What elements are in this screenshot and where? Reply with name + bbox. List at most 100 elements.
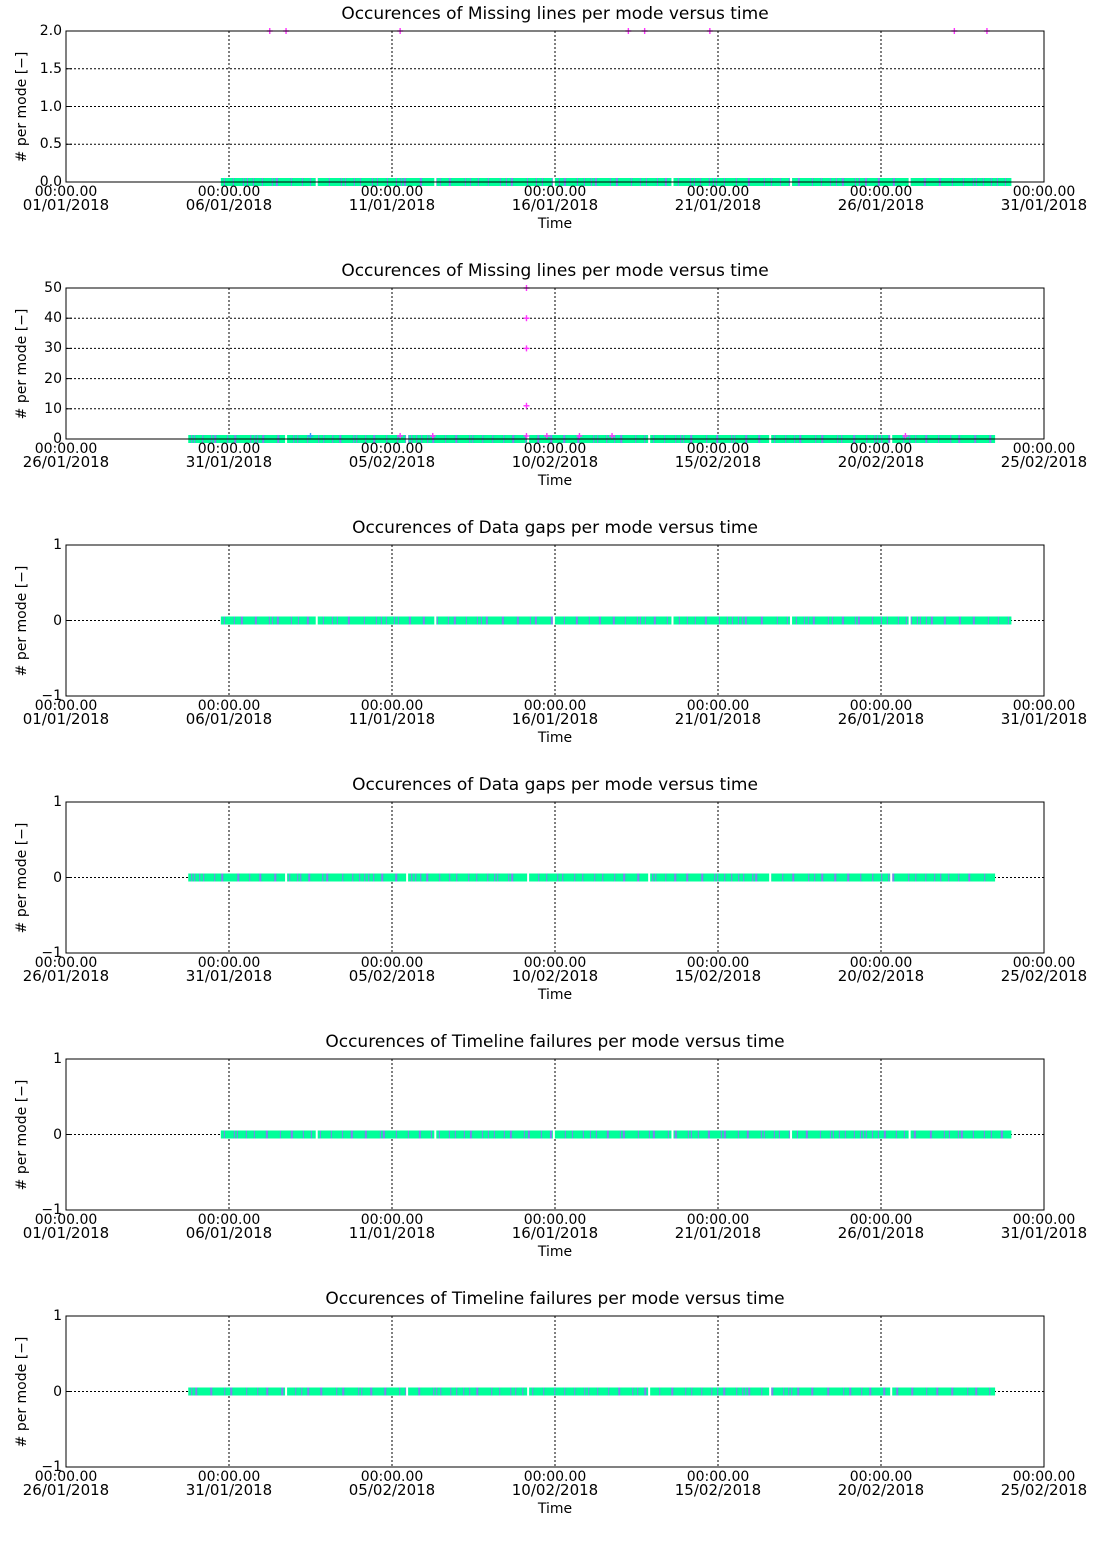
x-axis-label: Time — [537, 473, 573, 489]
x-tick-date: 26/01/2018 — [837, 196, 925, 214]
y-tick-label: 1 — [53, 537, 62, 553]
mode-band-stripe — [210, 1387, 213, 1396]
x-tick-date: 15/02/2018 — [674, 453, 762, 471]
mode-band-stripe — [575, 616, 578, 625]
x-axis-label: Time — [537, 1501, 573, 1517]
x-tick-time: 00:00.00 — [1012, 184, 1076, 200]
mode-band-stripe — [843, 1387, 845, 1396]
mode-band-stripe — [497, 873, 499, 882]
mode-band-stripe — [724, 873, 726, 882]
x-tick-time: 00:00.00 — [523, 1212, 587, 1228]
x-tick-time: 00:00.00 — [686, 441, 750, 457]
x-axis-label: Time — [537, 730, 573, 746]
mode-band-gap — [285, 873, 288, 882]
mode-band-stripe — [691, 1387, 693, 1396]
chart-svg — [65, 285, 1045, 443]
mode-band-stripe — [499, 1387, 501, 1396]
mode-band-stripe — [714, 873, 716, 882]
mode-band-stripe — [958, 873, 960, 882]
mode-band-stripe — [857, 616, 860, 625]
mode-band-stripe — [195, 1387, 198, 1396]
data-point — [609, 432, 616, 439]
x-tick-time: 00:00.00 — [523, 184, 587, 200]
x-tick-label: 00:00.00 25/02/2018 — [984, 956, 1098, 984]
mode-band-stripe — [623, 873, 626, 882]
chart-panel: Occurences of Timeline failures per mode… — [0, 1028, 1098, 1285]
mode-band-stripe — [972, 1130, 974, 1139]
x-tick-date: 11/01/2018 — [348, 1224, 436, 1242]
x-axis-label: Time — [537, 1244, 573, 1260]
y-tick-label: 2.0 — [39, 23, 62, 39]
x-axis-label: Time — [537, 987, 573, 1003]
mode-band-stripe — [717, 873, 719, 882]
x-axis-label: Time — [537, 216, 573, 232]
y-tick-label: 1.0 — [39, 98, 62, 115]
mode-band-stripe — [257, 1387, 259, 1396]
mode-band-stripe — [748, 1387, 751, 1396]
y-tick-label: 0 — [53, 612, 62, 629]
mode-band-stripe — [763, 1130, 765, 1139]
x-tick-label: 00:00.00 26/01/2018 — [6, 1470, 126, 1498]
x-tick-time: 00:00.00 — [1012, 698, 1076, 714]
mode-band-stripe — [411, 873, 413, 882]
chart-svg — [65, 28, 1045, 186]
mode-band-stripe — [860, 873, 862, 882]
mode-band-stripe — [832, 1130, 834, 1139]
mode-band-stripe — [385, 616, 387, 625]
x-tick-date: 20/02/2018 — [837, 967, 925, 985]
mode-band-stripe — [368, 873, 370, 882]
mode-band-stripe — [363, 616, 365, 625]
mode-band-stripe — [447, 616, 449, 625]
mode-band-stripe — [967, 1387, 969, 1396]
mode-band-stripe — [655, 873, 657, 882]
chart-title: Occurences of Timeline failures per mode… — [325, 1032, 785, 1052]
mode-band-stripe — [936, 1387, 939, 1396]
mode-band-stripe — [805, 1130, 808, 1139]
mode-band-gap — [552, 616, 555, 625]
data-point — [902, 432, 909, 439]
x-tick-time: 00:00.00 — [523, 1469, 587, 1485]
x-tick-label: 00:00.00 10/02/2018 — [495, 442, 615, 470]
mode-band-stripe — [515, 1387, 517, 1396]
mode-band-gap — [552, 1130, 555, 1139]
x-tick-label: 00:00.00 11/01/2018 — [332, 185, 452, 214]
mode-band-stripe — [737, 1130, 739, 1139]
mode-band-stripe — [674, 873, 677, 882]
mode-band-stripe — [773, 1130, 775, 1139]
mode-band-stripe — [854, 616, 856, 625]
x-tick-label: 00:00.00 06/01/2018 — [169, 185, 289, 213]
mode-band-stripe — [331, 616, 333, 625]
mode-band-stripe — [881, 873, 883, 882]
mode-band-stripe — [701, 1387, 703, 1396]
mode-band-stripe — [364, 1130, 367, 1139]
y-tick-label: 1 — [53, 1308, 62, 1324]
chart-title: Occurences of Data gaps per mode versus … — [352, 518, 758, 538]
mode-band-stripe — [375, 616, 377, 625]
y-tick-label: 20 — [44, 370, 62, 387]
mode-band-stripe — [606, 1130, 609, 1139]
mode-band-stripe — [752, 873, 754, 882]
mode-band-gap — [434, 1130, 437, 1139]
chart-title: Occurences of Timeline failures per mode… — [325, 1289, 785, 1309]
mode-band-stripe — [480, 616, 482, 625]
mode-band-stripe — [690, 1130, 692, 1139]
mode-band-stripe — [697, 1130, 699, 1139]
x-tick-date: 11/01/2018 — [348, 196, 436, 214]
x-tick-date: 16/01/2018 — [511, 1224, 599, 1242]
x-tick-date: 01/01/2018 — [22, 710, 110, 728]
data-point — [576, 432, 583, 439]
x-tick-date: 10/02/2018 — [511, 1481, 599, 1499]
x-tick-date: 25/02/2018 — [1000, 1481, 1088, 1499]
chart-title: Occurences of Missing lines per mode ver… — [341, 4, 769, 24]
mode-band-stripe — [736, 1387, 738, 1396]
mode-band-stripe — [644, 1387, 647, 1396]
mode-band — [188, 1387, 996, 1396]
mode-band-stripe — [744, 616, 747, 625]
mode-band-stripe — [395, 1130, 397, 1139]
mode-band-stripe — [534, 616, 537, 625]
mode-band-stripe — [622, 1130, 625, 1139]
mode-band-stripe — [223, 1130, 225, 1139]
mode-band-stripe — [665, 873, 667, 882]
mode-band-stripe — [358, 1387, 360, 1396]
mode-band-stripe — [584, 1387, 586, 1396]
